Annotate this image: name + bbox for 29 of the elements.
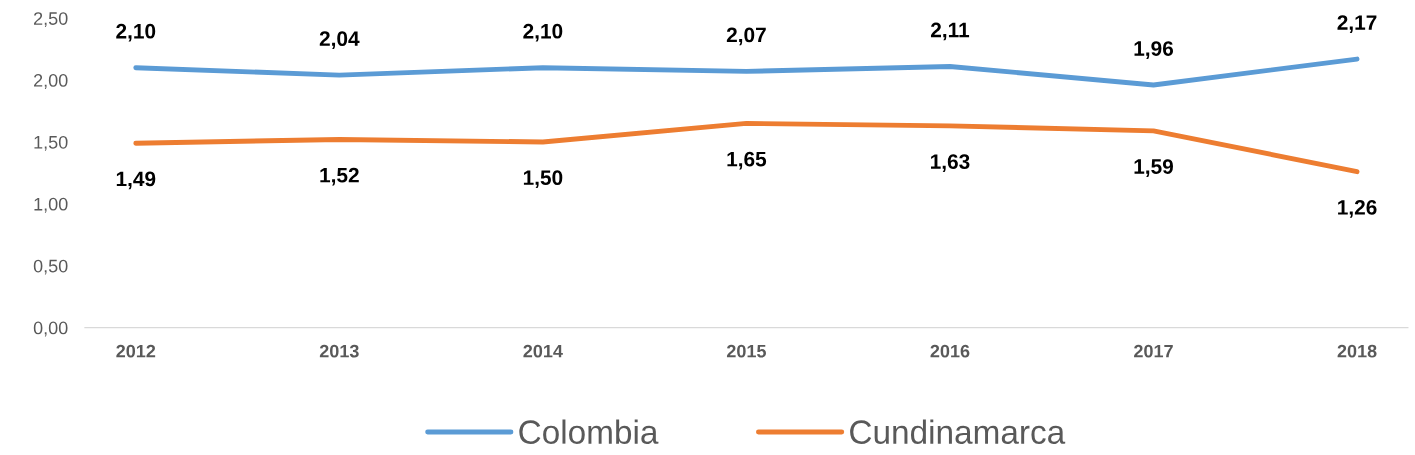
y-tick-label: 0,00 [33,321,68,337]
y-tick-label: 2,50 [34,12,68,28]
x-tick-label: 2016 [930,344,970,358]
data-label: 1,65 [727,151,767,170]
x-tick-label: 2015 [726,344,766,358]
data-label: 1,49 [116,171,156,190]
data-label: 2,07 [726,27,766,46]
y-tick-label: 1,50 [34,135,68,151]
data-label: 1,59 [1134,159,1173,177]
legend-label: Cundinamarca [850,419,1066,444]
data-label: 1,63 [930,154,970,172]
x-tick-label: 2014 [523,344,563,358]
data-label: 2,17 [1337,15,1377,33]
y-tick-label: 2,00 [34,74,68,89]
y-tick-label: 0,50 [33,259,68,275]
x-tick-label: 2017 [1134,344,1173,358]
data-label: 1,52 [320,167,359,186]
data-label: 1,96 [1134,41,1174,59]
data-label: 2,10 [523,23,563,42]
legend-label: Colombia [519,419,659,444]
data-label: 2,10 [116,23,156,42]
x-tick-label: 2018 [1337,344,1377,358]
y-tick-label: 1,00 [34,197,68,213]
data-label: 2,04 [319,31,360,50]
x-tick-label: 2013 [319,344,359,358]
data-label: 2,11 [930,22,970,41]
data-label: 1,26 [1338,199,1377,218]
x-tick-label: 2012 [116,344,156,358]
data-label: 1,50 [523,170,563,189]
